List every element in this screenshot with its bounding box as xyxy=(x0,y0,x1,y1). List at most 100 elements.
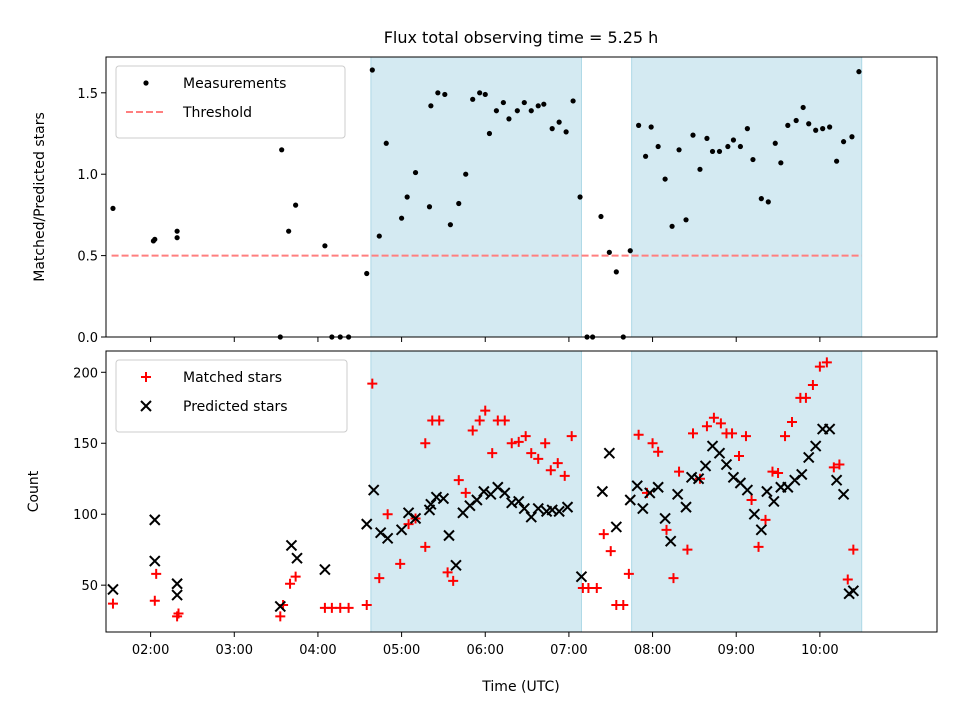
data-point xyxy=(720,458,733,471)
data-point xyxy=(633,429,644,440)
data-point xyxy=(786,416,797,427)
data-point xyxy=(758,196,764,202)
data-point xyxy=(668,573,679,584)
legend-label: Measurements xyxy=(183,76,286,92)
data-point xyxy=(540,438,551,449)
data-point xyxy=(785,122,791,128)
data-point xyxy=(800,104,806,111)
data-point xyxy=(671,488,684,501)
data-point xyxy=(713,447,726,459)
data-point xyxy=(692,473,705,485)
data-point xyxy=(460,487,471,498)
data-point xyxy=(395,524,408,536)
data-point xyxy=(381,532,394,545)
data-point xyxy=(727,428,738,439)
data-point xyxy=(521,99,527,106)
data-point xyxy=(520,431,531,442)
data-point xyxy=(493,108,500,114)
data-point xyxy=(734,451,745,462)
data-point xyxy=(813,127,819,133)
data-point xyxy=(434,415,445,426)
series-dot xyxy=(110,67,862,340)
x-tick-label: 07:00 xyxy=(550,643,587,658)
data-point xyxy=(322,243,328,249)
x-tick-label: 04:00 xyxy=(299,643,336,658)
data-point xyxy=(699,460,712,472)
data-point xyxy=(842,574,853,585)
data-point xyxy=(412,169,419,176)
legend-label: Predicted stars xyxy=(183,399,288,415)
data-point xyxy=(110,205,116,211)
legend-label: Threshold xyxy=(182,105,252,121)
data-point xyxy=(361,600,372,611)
data-point xyxy=(535,103,541,109)
data-point xyxy=(319,563,331,576)
y-tick-label: 200 xyxy=(73,366,98,381)
data-point xyxy=(487,448,498,459)
data-point xyxy=(577,194,583,200)
data-point xyxy=(636,122,642,128)
data-point xyxy=(367,484,380,496)
data-point xyxy=(335,602,346,613)
legend-swatch-x xyxy=(140,400,152,412)
data-point xyxy=(486,130,493,137)
data-point xyxy=(107,598,118,609)
data-point xyxy=(420,438,431,449)
data-point xyxy=(174,228,180,234)
data-point xyxy=(506,116,512,122)
data-point xyxy=(837,488,850,501)
data-point xyxy=(470,96,476,102)
data-point xyxy=(442,567,453,578)
data-point xyxy=(823,423,836,435)
data-point xyxy=(690,132,696,138)
data-point xyxy=(293,202,299,208)
shaded-interval xyxy=(631,57,862,337)
bottom-panel: 50 100 150 200 02:00 03:00 04:00 05:00 06:00 07:0… xyxy=(26,350,938,658)
data-point xyxy=(598,529,609,540)
data-point xyxy=(753,541,764,552)
data-point xyxy=(697,166,703,172)
data-point xyxy=(437,492,450,505)
data-point xyxy=(610,521,623,533)
data-point xyxy=(499,415,510,426)
data-point xyxy=(807,380,818,391)
data-point xyxy=(623,568,634,579)
data-point xyxy=(285,539,298,552)
data-point xyxy=(500,99,506,106)
data-point xyxy=(591,583,602,594)
data-point xyxy=(637,502,649,515)
data-point xyxy=(442,91,448,98)
data-point xyxy=(715,418,726,429)
data-point xyxy=(369,67,375,73)
data-point xyxy=(553,505,565,518)
axes-frame xyxy=(105,350,938,633)
data-point xyxy=(750,156,756,163)
data-point xyxy=(447,222,453,228)
data-point xyxy=(583,583,594,594)
data-point xyxy=(403,519,414,530)
data-point xyxy=(669,223,675,229)
data-point xyxy=(533,453,544,464)
data-point xyxy=(664,535,677,547)
data-point xyxy=(708,412,719,423)
data-point xyxy=(526,448,537,459)
data-point xyxy=(556,119,562,125)
data-point xyxy=(834,459,845,470)
data-point xyxy=(793,117,799,124)
data-point xyxy=(840,139,847,145)
x-tick-label: 06:00 xyxy=(467,643,504,658)
data-point xyxy=(820,126,826,132)
data-point xyxy=(624,494,636,506)
y-tick-label: 100 xyxy=(73,508,98,523)
y-tick-label: 1.5 xyxy=(77,87,98,102)
data-point xyxy=(404,194,410,200)
legend-swatch-plus xyxy=(141,372,151,382)
data-point xyxy=(376,233,382,239)
data-point xyxy=(627,248,633,254)
data-point xyxy=(661,524,672,535)
data-point xyxy=(532,502,544,515)
data-point xyxy=(443,529,455,542)
data-point xyxy=(768,495,780,508)
data-point xyxy=(687,428,698,439)
